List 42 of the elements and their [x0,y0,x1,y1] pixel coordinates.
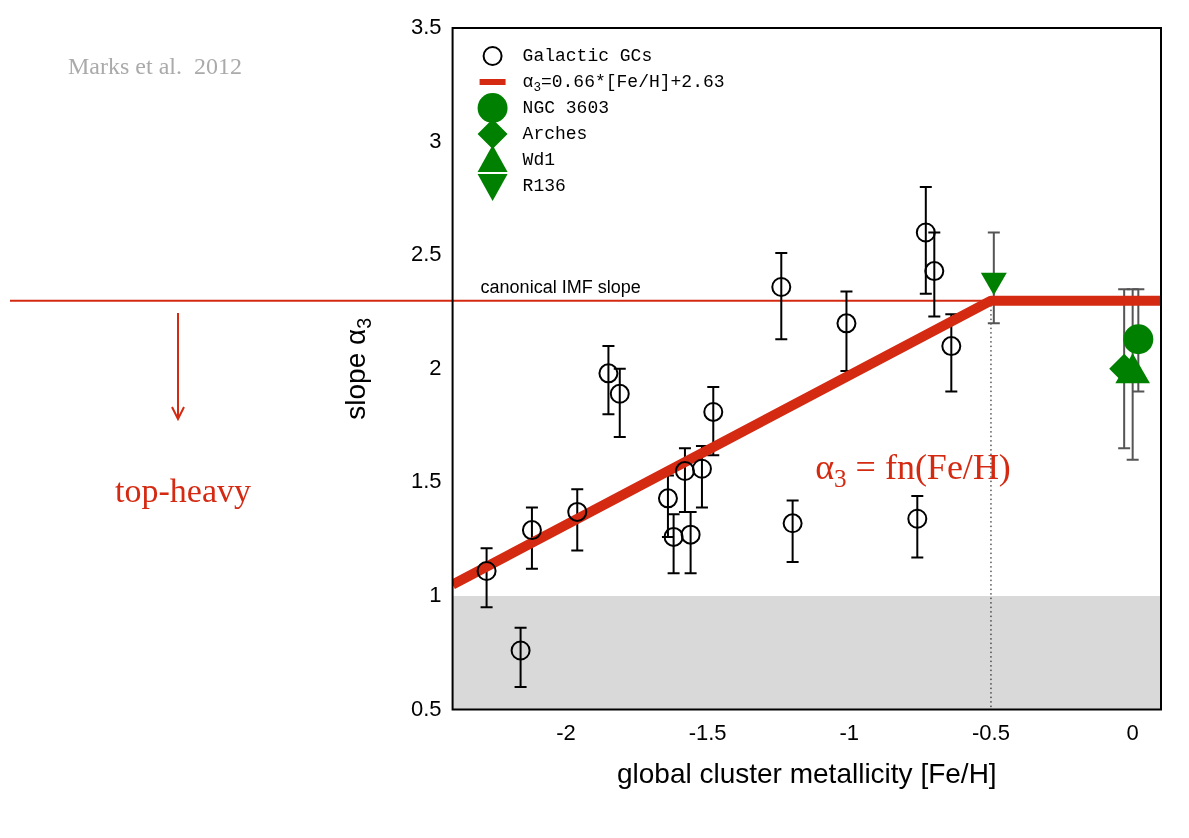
point [680,524,701,545]
point [915,222,936,243]
y-tick-label: 2.5 [410,241,442,267]
x-tick-label: -0.5 [972,719,1010,745]
point [521,520,542,541]
point [941,336,962,357]
legend-label: Galactic GCs [522,45,653,66]
legend-label: NGC 3603 [522,97,609,118]
y-tick-label: 1.5 [410,468,442,494]
point [476,561,497,582]
point [510,640,531,661]
y-tick-label: 3.5 [410,14,442,40]
point [1123,324,1154,355]
y-tick-label: 3 [429,127,442,153]
point [657,488,678,509]
x-tick-label: -1.5 [688,719,727,745]
legend-label: R136 [522,175,566,196]
point [703,401,724,422]
point [674,461,695,482]
point [567,501,588,522]
text: top-heavy [115,471,251,509]
x-tick-label: -1 [839,719,860,745]
ref-line-label: canonical IMF slope [480,276,641,297]
point [771,277,792,298]
legend-label: Wd1 [522,149,555,170]
x-tick-label: -2 [556,719,576,745]
y-axis-title: slope α3 [340,317,376,420]
x-axis-title: global cluster metallicity [Fe/H] [616,758,997,790]
point [691,458,712,479]
legend-label: Arches [522,123,588,144]
point [663,526,684,547]
point [598,363,619,384]
x-tick-label: 0 [1126,719,1139,745]
point [609,383,630,404]
y-tick-label: 0.5 [410,695,442,721]
point [924,261,945,282]
point [907,508,928,529]
y-tick-label: 1 [429,582,442,608]
point [836,313,857,334]
point [782,513,803,534]
y-tick-label: 2 [429,354,442,380]
text: Marks et al. 2012 [68,53,242,80]
